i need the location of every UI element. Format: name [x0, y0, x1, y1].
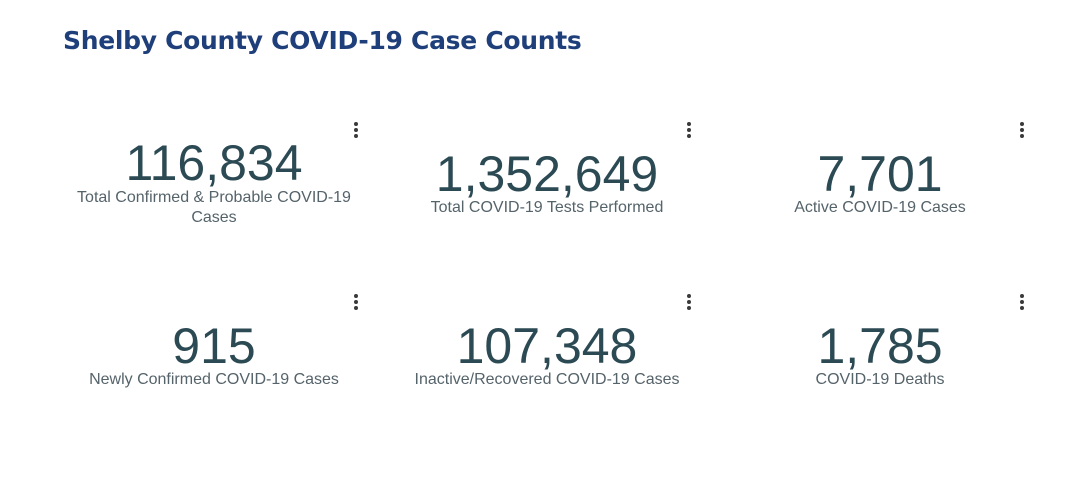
indicator-label: Total COVID-19 Tests Performed	[430, 199, 664, 216]
indicator-card-total-confirmed: 116,834 Total Confirmed & Probable COVID…	[69, 118, 359, 258]
indicator-value: 1,785	[817, 318, 943, 374]
card-menu-button[interactable]	[681, 119, 697, 141]
page-title: Shelby County COVID-19 Case Counts	[63, 26, 582, 55]
card-menu-button[interactable]	[348, 291, 364, 313]
indicator-value: 107,348	[456, 318, 638, 374]
card-menu-button[interactable]	[681, 291, 697, 313]
indicator-label: Inactive/Recovered COVID-19 Cases	[414, 371, 680, 388]
indicator-label: Newly Confirmed COVID-19 Cases	[89, 371, 339, 388]
more-vertical-icon	[687, 122, 691, 138]
indicator-value: 116,834	[125, 135, 303, 191]
indicator-label: Active COVID-19 Cases	[794, 199, 966, 216]
more-vertical-icon	[1020, 122, 1024, 138]
indicator-card-active-cases: 7,701 Active COVID-19 Cases	[735, 118, 1025, 258]
indicator-card-recovered: 107,348 Inactive/Recovered COVID-19 Case…	[402, 290, 692, 430]
indicator-card-deaths: 1,785 COVID-19 Deaths	[735, 290, 1025, 430]
indicator-card-newly-confirmed: 915 Newly Confirmed COVID-19 Cases	[69, 290, 359, 430]
indicator-value: 1,352,649	[435, 146, 659, 202]
indicator-value: 915	[172, 318, 256, 374]
indicator-value: 7,701	[817, 146, 943, 202]
indicator-label: COVID-19 Deaths	[815, 371, 945, 388]
more-vertical-icon	[1020, 294, 1024, 310]
indicator-label: Total Confirmed & Probable COVID-19 Case…	[77, 189, 351, 226]
indicator-card-total-tests: 1,352,649 Total COVID-19 Tests Performed	[402, 118, 692, 258]
card-menu-button[interactable]	[1014, 291, 1030, 313]
more-vertical-icon	[354, 294, 358, 310]
card-menu-button[interactable]	[348, 119, 364, 141]
more-vertical-icon	[687, 294, 691, 310]
more-vertical-icon	[354, 122, 358, 138]
card-menu-button[interactable]	[1014, 119, 1030, 141]
